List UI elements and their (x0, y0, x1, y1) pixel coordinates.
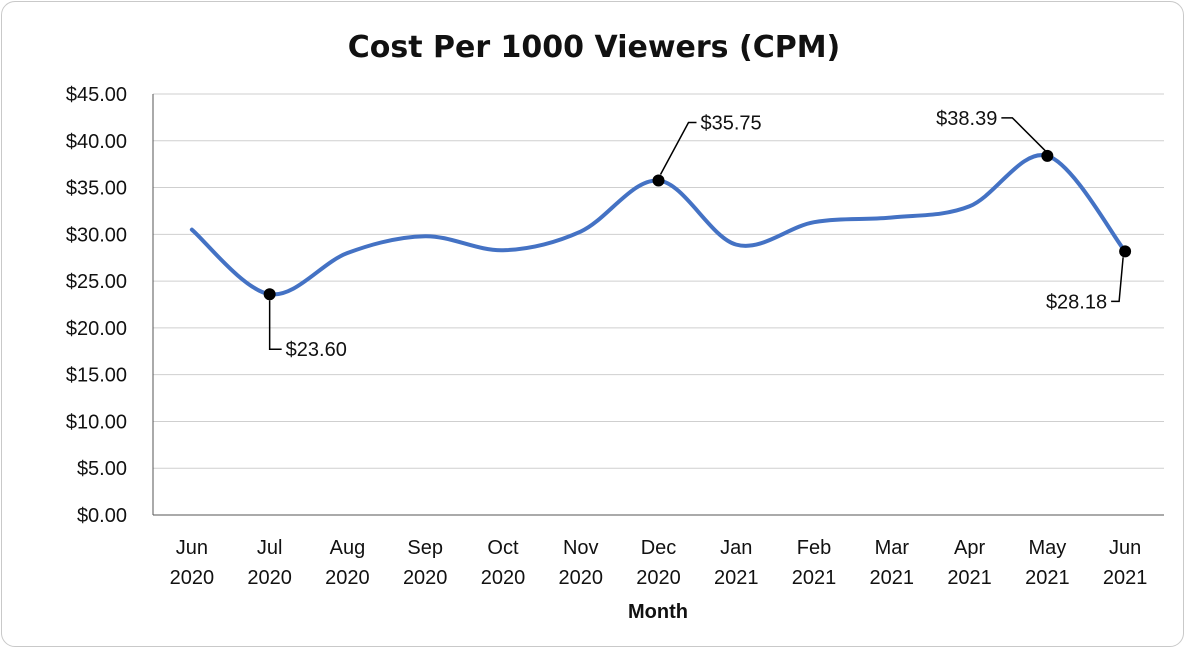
x-tick-year: 2021 (947, 567, 992, 589)
x-tick-label: Nov 2020 (558, 537, 603, 589)
x-tick-year: 2020 (170, 567, 215, 589)
x-tick-label: Feb 2021 (792, 537, 837, 589)
x-axis-title: Month (628, 601, 688, 623)
x-tick-month: Aug (330, 537, 366, 559)
y-tick-label: $20.00 (66, 318, 127, 340)
x-tick-label: Sep 2020 (403, 537, 448, 589)
x-tick-month: Jul (257, 537, 283, 559)
x-tick-label: Jun 2020 (170, 537, 215, 589)
x-tick-year: 2021 (714, 567, 759, 589)
data-label: $28.18 (1046, 291, 1107, 313)
y-axis: $0.00 $5.00 $10.00 $15.00 $20.00 $25.00 $30.00… (66, 84, 1164, 527)
x-tick-label: Jan 2021 (714, 537, 759, 589)
x-tick-label: Dec 2020 (636, 537, 681, 589)
y-tick-label: $30.00 (66, 224, 127, 246)
y-tick-label: $35.00 (66, 178, 127, 200)
x-tick-month: Mar (875, 537, 910, 559)
data-label: $35.75 (701, 113, 762, 135)
data-point-marker (652, 174, 665, 187)
chart-title: Cost Per 1000 Viewers (CPM) (348, 30, 841, 65)
x-tick-label: Apr 2021 (947, 537, 992, 589)
leader-line (1001, 117, 1046, 152)
data-point-marker (1119, 245, 1132, 258)
x-tick-label: May 2021 (1025, 537, 1070, 589)
x-tick-year: 2020 (403, 567, 448, 589)
x-tick-label: Aug 2020 (325, 537, 370, 589)
x-tick-year: 2020 (325, 567, 370, 589)
x-tick-year: 2021 (870, 567, 915, 589)
data-label: $23.60 (286, 339, 347, 361)
x-tick-month: Oct (487, 537, 519, 559)
x-tick-month: Dec (641, 537, 677, 559)
x-tick-label: Mar 2021 (870, 537, 915, 589)
y-tick-label: $40.00 (66, 131, 127, 153)
y-tick-label: $15.00 (66, 365, 127, 387)
x-tick-label: Jul 2020 (247, 537, 292, 589)
x-tick-year: 2020 (636, 567, 681, 589)
leader-line (268, 300, 282, 350)
y-tick-label: $10.00 (66, 411, 127, 433)
data-point-marker (1041, 149, 1054, 162)
x-tick-year: 2020 (481, 567, 526, 589)
x-tick-month: Nov (563, 537, 599, 559)
annotation-layer: $23.60 $35.75 $38.39 $28.18 (263, 108, 1132, 361)
x-tick-label: Jun 2021 (1103, 537, 1148, 589)
x-tick-month: Sep (407, 537, 443, 559)
y-tick-label: $45.00 (66, 84, 127, 106)
x-tick-month: Jun (1109, 537, 1141, 559)
leader-line (1111, 257, 1124, 303)
x-tick-year: 2021 (1025, 567, 1070, 589)
y-tick-label: $0.00 (77, 505, 127, 527)
x-tick-year: 2021 (1103, 567, 1148, 589)
x-tick-month: Apr (954, 537, 985, 559)
x-tick-month: Jun (176, 537, 208, 559)
y-tick-label: $25.00 (66, 271, 127, 293)
data-label: $38.39 (936, 108, 997, 130)
x-tick-year: 2020 (558, 567, 603, 589)
y-tick-label: $5.00 (77, 458, 127, 480)
x-tick-month: May (1028, 537, 1066, 559)
x-tick-month: Jan (720, 537, 752, 559)
x-axis: Jun 2020 Jul 2020 Aug 2020 Sep 2020 Oct 2020 Nov 20… (170, 537, 1148, 589)
leader-line (659, 121, 697, 175)
data-point-marker (263, 288, 276, 301)
x-tick-label: Oct 2020 (481, 537, 526, 589)
x-tick-year: 2020 (247, 567, 292, 589)
x-tick-month: Feb (797, 537, 831, 559)
x-tick-year: 2021 (792, 567, 837, 589)
